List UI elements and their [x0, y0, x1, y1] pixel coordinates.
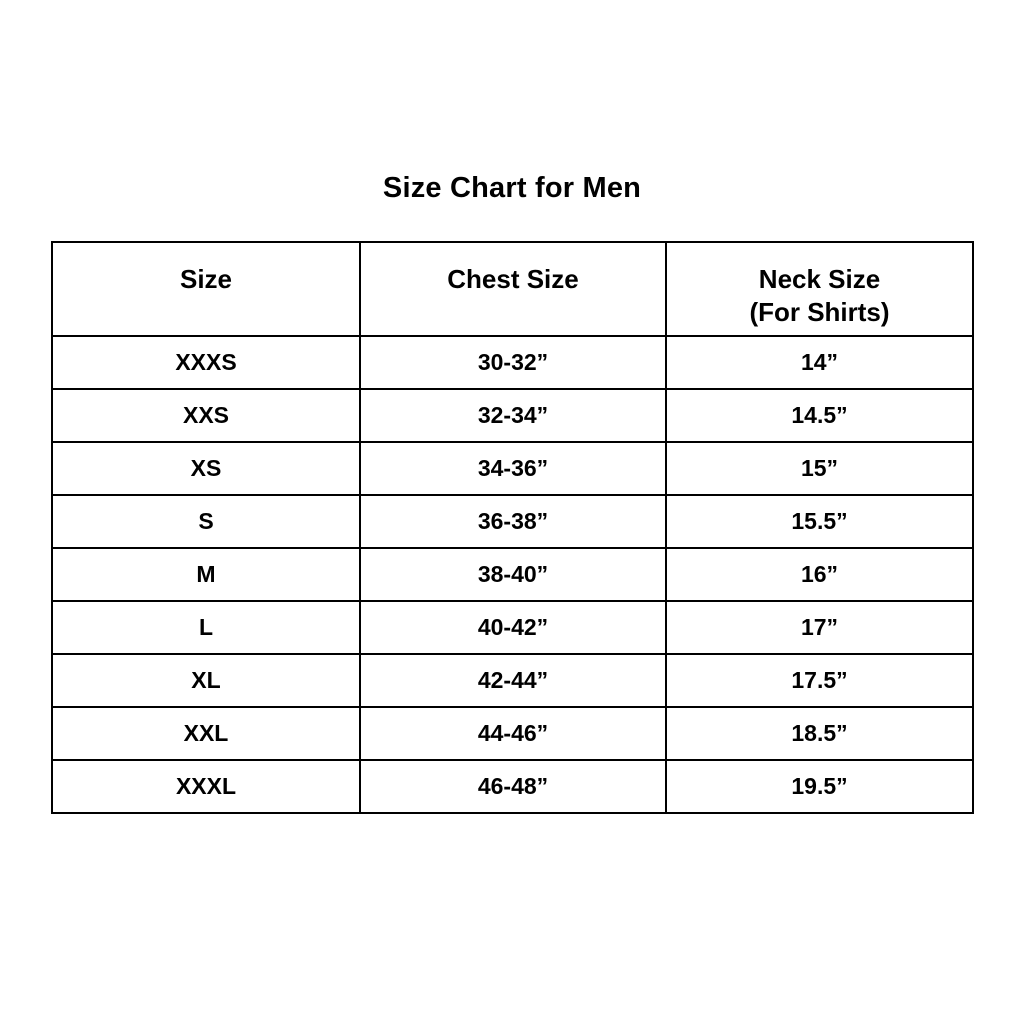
- cell-neck: 17”: [665, 600, 974, 655]
- cell-size: XXS: [51, 388, 361, 443]
- cell-chest: 30-32”: [359, 335, 667, 390]
- cell-size: XXXS: [51, 335, 361, 390]
- cell-size: XXL: [51, 706, 361, 761]
- cell-neck: 15.5”: [665, 494, 974, 549]
- table-header: Size Chest Size Neck Size (For Shirts): [51, 241, 974, 337]
- table-body: XXXS 30-32” 14” XXS 32-34” 14.5” XS 34-3…: [51, 335, 974, 814]
- column-header-size-line-1: Size: [179, 264, 233, 294]
- cell-neck: 16”: [665, 547, 974, 602]
- size-chart-table-container: Size Chest Size Neck Size (For Shirts) X…: [51, 241, 974, 814]
- table-row: XS 34-36” 15”: [51, 441, 974, 496]
- cell-neck: 18.5”: [665, 706, 974, 761]
- table-row: XXXS 30-32” 14”: [51, 335, 974, 390]
- cell-size: XXXL: [51, 759, 361, 814]
- column-header-neck-size-line-2: (For Shirts): [749, 297, 890, 327]
- table-row: XL 42-44” 17.5”: [51, 653, 974, 708]
- cell-neck: 14”: [665, 335, 974, 390]
- table-row: XXL 44-46” 18.5”: [51, 706, 974, 761]
- size-chart-table: Size Chest Size Neck Size (For Shirts) X…: [51, 241, 974, 814]
- column-header-size: Size: [51, 241, 361, 337]
- cell-size: M: [51, 547, 361, 602]
- cell-chest: 38-40”: [359, 547, 667, 602]
- table-row: S 36-38” 15.5”: [51, 494, 974, 549]
- cell-neck: 15”: [665, 441, 974, 496]
- cell-size: S: [51, 494, 361, 549]
- column-header-neck-size-line-1: Neck Size: [758, 264, 881, 294]
- cell-chest: 42-44”: [359, 653, 667, 708]
- cell-chest: 36-38”: [359, 494, 667, 549]
- column-header-neck-size: Neck Size (For Shirts): [665, 241, 974, 337]
- table-row: M 38-40” 16”: [51, 547, 974, 602]
- table-header-row: Size Chest Size Neck Size (For Shirts): [51, 241, 974, 337]
- cell-size: XS: [51, 441, 361, 496]
- cell-chest: 34-36”: [359, 441, 667, 496]
- cell-chest: 32-34”: [359, 388, 667, 443]
- column-header-chest-size-line-1: Chest Size: [447, 264, 579, 294]
- table-row: L 40-42” 17”: [51, 600, 974, 655]
- cell-neck: 14.5”: [665, 388, 974, 443]
- cell-chest: 44-46”: [359, 706, 667, 761]
- column-header-chest-size: Chest Size: [359, 241, 667, 337]
- cell-chest: 40-42”: [359, 600, 667, 655]
- table-row: XXXL 46-48” 19.5”: [51, 759, 974, 814]
- cell-size: XL: [51, 653, 361, 708]
- page-title: Size Chart for Men: [382, 172, 642, 204]
- table-row: XXS 32-34” 14.5”: [51, 388, 974, 443]
- cell-neck: 19.5”: [665, 759, 974, 814]
- cell-chest: 46-48”: [359, 759, 667, 814]
- cell-size: L: [51, 600, 361, 655]
- cell-neck: 17.5”: [665, 653, 974, 708]
